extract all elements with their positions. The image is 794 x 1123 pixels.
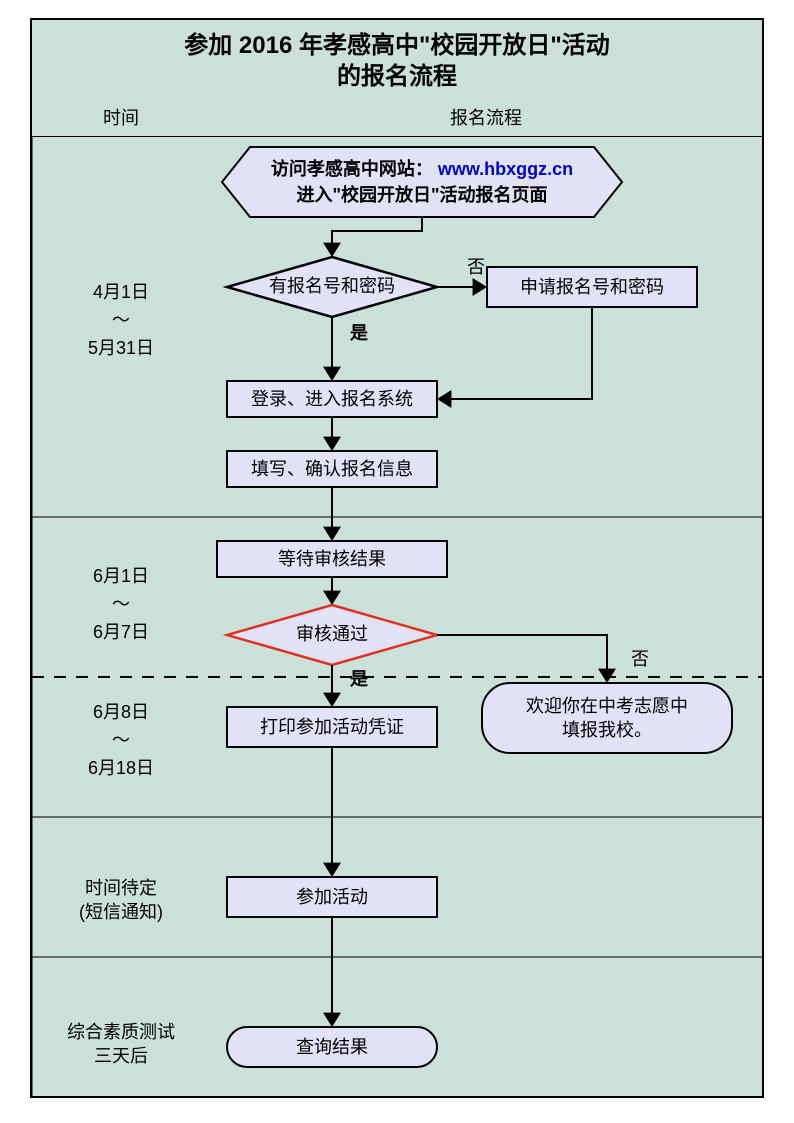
label-no-2: 否 xyxy=(631,649,649,669)
svg-text:6月8日: 6月8日 xyxy=(93,702,149,722)
svg-text:三天后: 三天后 xyxy=(94,1046,148,1066)
page-title: 参加 2016 年孝感高中"校园开放日"活动 的报名流程 xyxy=(32,20,762,98)
query-label: 查询结果 xyxy=(296,1037,368,1057)
welcome-line1: 欢迎你在中考志愿中 xyxy=(526,696,688,716)
label-yes-1: 是 xyxy=(349,323,368,343)
svg-text:～: ～ xyxy=(112,310,130,330)
start-line1: 访问孝感高中网站： www.hbxggz.cn xyxy=(271,158,573,179)
start-node xyxy=(222,147,622,217)
title-line2: 的报名流程 xyxy=(32,61,762,92)
header-time: 时间 xyxy=(32,98,210,136)
svg-text:6月7日: 6月7日 xyxy=(93,622,149,642)
attend-label: 参加活动 xyxy=(296,887,368,907)
title-line1: 参加 2016 年孝感高中"校园开放日"活动 xyxy=(32,30,762,61)
svg-text:时间待定: 时间待定 xyxy=(85,878,157,898)
start-line2: 进入"校园开放日"活动报名页面 xyxy=(296,184,547,205)
svg-text:5月31日: 5月31日 xyxy=(88,338,154,358)
apply-label: 申请报名号和密码 xyxy=(520,277,664,297)
flowchart-svg: 4月1日 ～ 5月31日 6月1日 ～ 6月7日 6月8日 ～ 6月18日时间待定 (短信通知) 综… xyxy=(32,137,762,1097)
svg-text:(短信通知): (短信通知) xyxy=(79,902,163,922)
svg-text:综合素质测试: 综合素质测试 xyxy=(67,1022,175,1042)
svg-text:4月1日: 4月1日 xyxy=(93,282,149,302)
flowchart-container: 参加 2016 年孝感高中"校园开放日"活动 的报名流程 时间 报名流程 4月1… xyxy=(30,18,764,1098)
header-flow: 报名流程 xyxy=(210,98,762,136)
header-row: 时间 报名流程 xyxy=(32,98,762,137)
welcome-node xyxy=(482,683,732,753)
decision2-label: 审核通过 xyxy=(296,624,368,644)
decision1-label: 有报名号和密码 xyxy=(269,276,395,296)
svg-text:6月18日: 6月18日 xyxy=(88,758,154,778)
login-label: 登录、进入报名系统 xyxy=(251,389,413,409)
label-no-1: 否 xyxy=(467,257,485,277)
svg-text:6月1日: 6月1日 xyxy=(93,566,149,586)
fill-label: 填写、确认报名信息 xyxy=(251,459,413,479)
svg-text:～: ～ xyxy=(112,594,130,614)
print-label: 打印参加活动凭证 xyxy=(260,717,404,737)
label-yes-2: 是 xyxy=(349,669,368,689)
svg-text:～: ～ xyxy=(112,730,130,750)
wait-label: 等待审核结果 xyxy=(278,549,386,569)
welcome-line2: 填报我校。 xyxy=(562,720,652,740)
